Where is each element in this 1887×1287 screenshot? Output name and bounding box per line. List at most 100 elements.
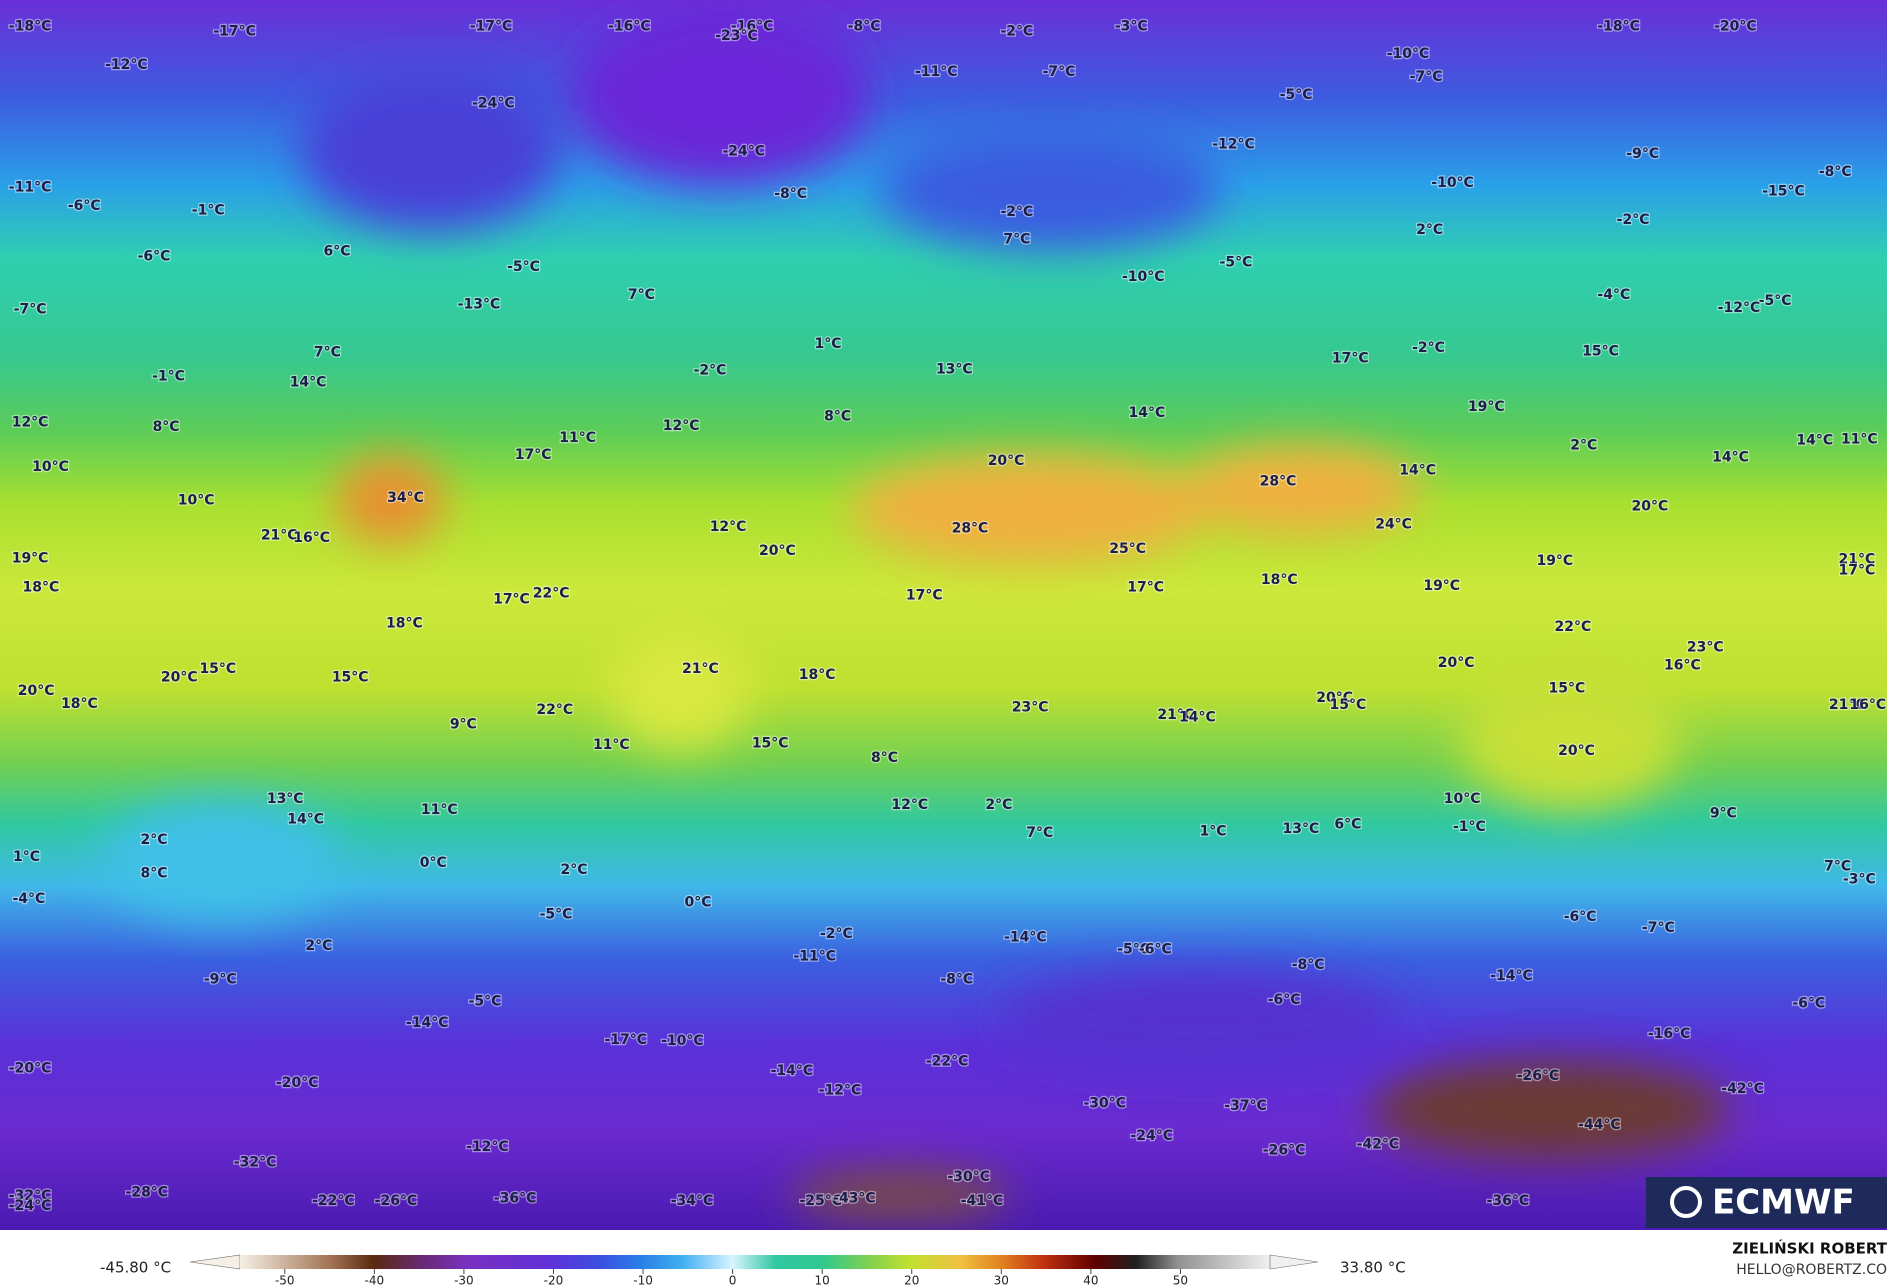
temperature-label: 2°C xyxy=(1570,437,1597,453)
temperature-label: -36°C xyxy=(494,1191,537,1207)
temperature-field xyxy=(0,0,1887,1230)
temperature-label: 24°C xyxy=(1375,517,1412,533)
temperature-label: -2°C xyxy=(1617,212,1650,228)
temperature-label: 20°C xyxy=(1632,499,1669,515)
temperature-label: -30°C xyxy=(1083,1096,1126,1112)
temperature-label: 9°C xyxy=(1710,806,1737,822)
temperature-label: -12°C xyxy=(1718,300,1761,316)
temperature-label: 21°C xyxy=(1157,707,1194,723)
temperature-label: -7°C xyxy=(1043,64,1076,80)
temperature-label: -20°C xyxy=(1714,18,1757,34)
temperature-label: -26°C xyxy=(1263,1142,1306,1158)
colorbar-tick-label: 10 xyxy=(815,1274,830,1287)
temperature-label: 11°C xyxy=(559,430,596,446)
temperature-label: -18°C xyxy=(1597,18,1640,34)
temperature-label: 34°C xyxy=(387,490,424,506)
temperature-label: -34°C xyxy=(671,1193,714,1209)
colorbar-tick-label: -10 xyxy=(633,1274,653,1287)
temperature-label: -6°C xyxy=(1792,996,1825,1012)
temperature-label: 28°C xyxy=(1260,473,1297,489)
temperature-label: 19°C xyxy=(1468,399,1505,415)
temperature-label: -13°C xyxy=(458,296,501,312)
temperature-label: -12°C xyxy=(466,1139,509,1155)
temperature-label: -5°C xyxy=(540,907,573,923)
temperature-label: 14°C xyxy=(1399,463,1436,479)
temperature-label: 19°C xyxy=(1536,553,1573,569)
colorbar-tick-label: -20 xyxy=(544,1274,564,1287)
temperature-label: -11°C xyxy=(793,949,836,965)
temperature-label: 11°C xyxy=(1841,431,1878,447)
colorbar-tick-label: 30 xyxy=(994,1274,1009,1287)
temperature-label: -5°C xyxy=(1220,254,1253,270)
temperature-label: -11°C xyxy=(9,180,52,196)
temperature-label: 9°C xyxy=(450,716,477,732)
temperature-label: -2°C xyxy=(1000,204,1033,220)
colorbar-tick-label: -30 xyxy=(454,1274,474,1287)
temperature-label: 15°C xyxy=(752,736,789,752)
logo-text: ECMWF xyxy=(1712,1183,1855,1223)
temperature-label: 6°C xyxy=(1334,816,1361,832)
temperature-label: 10°C xyxy=(32,459,69,475)
temperature-label: -2°C xyxy=(1000,23,1033,39)
temperature-label: -8°C xyxy=(1819,164,1852,180)
temperature-label: 17°C xyxy=(493,591,530,607)
temperature-label: 20°C xyxy=(1558,743,1595,759)
temperature-label: -8°C xyxy=(848,18,881,34)
temperature-label: 7°C xyxy=(1026,825,1053,841)
temperature-label: 0°C xyxy=(420,855,447,871)
temperature-label: -2°C xyxy=(820,926,853,942)
temperature-label: 1°C xyxy=(1200,824,1227,840)
temperature-label: -26°C xyxy=(375,1193,418,1209)
temperature-label: 17°C xyxy=(906,588,943,604)
temperature-label: -24°C xyxy=(722,144,765,160)
temperature-label: 20°C xyxy=(1316,690,1353,706)
temperature-label: -9°C xyxy=(1626,146,1659,162)
temperature-label: -4°C xyxy=(1597,287,1630,303)
temperature-label: -24°C xyxy=(1130,1128,1173,1144)
colorbar-tick-label: -50 xyxy=(275,1274,295,1287)
temperature-label: -4°C xyxy=(12,891,45,907)
temperature-label: 7°C xyxy=(1824,858,1851,874)
temperature-label: 2°C xyxy=(305,938,332,954)
temperature-label: 0°C xyxy=(684,895,711,911)
temperature-label: -1°C xyxy=(192,203,225,219)
temperature-label: 21°C xyxy=(1829,697,1866,713)
temperature-label: -44°C xyxy=(1578,1117,1621,1133)
temperature-label: -18°C xyxy=(9,18,52,34)
temperature-label: 17°C xyxy=(1332,351,1369,367)
temperature-label: 18°C xyxy=(799,667,836,683)
temperature-label: 15°C xyxy=(1549,680,1586,696)
temperature-label: -14°C xyxy=(771,1063,814,1079)
temperature-label: -2°C xyxy=(1412,340,1445,356)
temperature-label: -12°C xyxy=(105,57,148,73)
temperature-label: -37°C xyxy=(1224,1098,1267,1114)
temperature-label: -20°C xyxy=(9,1061,52,1077)
temperature-label: 21°C xyxy=(261,528,298,544)
temperature-label: -5°C xyxy=(1117,942,1150,958)
temperature-label: 18°C xyxy=(1261,572,1298,588)
temperature-label: -10°C xyxy=(1431,175,1474,191)
temperature-label: -5°C xyxy=(1759,293,1792,309)
temperature-label: 20°C xyxy=(18,683,55,699)
temperature-label: 8°C xyxy=(141,866,168,882)
colorbar-tick-label: 0 xyxy=(729,1274,737,1287)
temperature-label: -22°C xyxy=(312,1193,355,1209)
temperature-label: 18°C xyxy=(386,615,423,631)
temperature-label: 14°C xyxy=(1712,449,1749,465)
temperature-label: -3°C xyxy=(1843,872,1876,888)
temperature-label: -2°C xyxy=(694,363,727,379)
temperature-label: -26°C xyxy=(1517,1068,1560,1084)
colorbar-high-arrow xyxy=(1269,1254,1319,1270)
temperature-label: -22°C xyxy=(926,1053,969,1069)
temperature-label: 15°C xyxy=(1329,697,1366,713)
temperature-label: -41°C xyxy=(961,1193,1004,1209)
temperature-label: 2°C xyxy=(1416,222,1443,238)
temperature-label: 2°C xyxy=(985,797,1012,813)
temperature-label: 18°C xyxy=(23,579,60,595)
temperature-label: 8°C xyxy=(871,750,898,766)
temperature-label: 20°C xyxy=(161,670,198,686)
temperature-label: -36°C xyxy=(1487,1193,1530,1209)
temperature-label: -25°C xyxy=(799,1193,842,1209)
temperature-label: 12°C xyxy=(663,418,700,434)
temperature-label: -15°C xyxy=(1762,183,1805,199)
